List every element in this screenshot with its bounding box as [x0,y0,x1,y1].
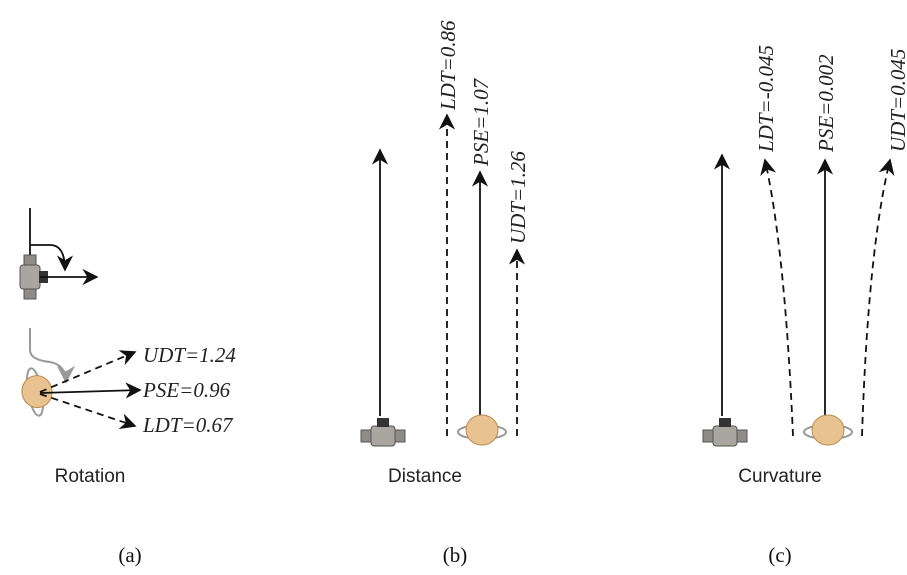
panel-curvature: LDT=-0.045 PSE=0.002 UDT=0.045 Curvature… [702,45,907,567]
threshold-label: LDT=-0.045 [754,45,778,153]
threshold-label: UDT=1.24 [143,343,236,367]
ldt-arrow [39,393,137,430]
threshold-label: LDT=0.67 [142,413,234,437]
head-icon [17,364,57,419]
gray-turn-arrow [29,328,75,384]
udt-arrow [861,158,895,437]
threshold-label: PSE=0.96 [142,378,231,402]
ldt-arrow [760,158,794,437]
camera-icon [360,417,406,447]
head-icon [457,414,507,446]
panel-caption: (c) [768,543,791,567]
head-icon [803,414,853,446]
turn-arrow [30,244,74,272]
panel-caption: (b) [443,543,468,567]
threshold-label: UDT=1.26 [506,151,530,244]
threshold-label: PSE=0.002 [814,54,838,153]
panel-name: Curvature [738,466,821,487]
camera-icon [702,417,748,447]
panel-distance: LDT=0.86 PSE=1.07 UDT=1.26 Distance (b) [360,20,530,567]
threshold-label: PSE=1.07 [469,77,493,167]
panel-name: Rotation [55,466,126,487]
threshold-label: UDT=0.045 [886,49,907,152]
panel-name: Distance [388,466,462,487]
panel-caption: (a) [118,543,141,567]
pse-arrow [39,382,142,399]
threshold-label: LDT=0.86 [436,20,460,111]
udt-arrow [39,350,137,393]
panel-rotation: UDT=1.24 PSE=0.96 LDT=0.67 Rotation (a) [17,208,236,567]
